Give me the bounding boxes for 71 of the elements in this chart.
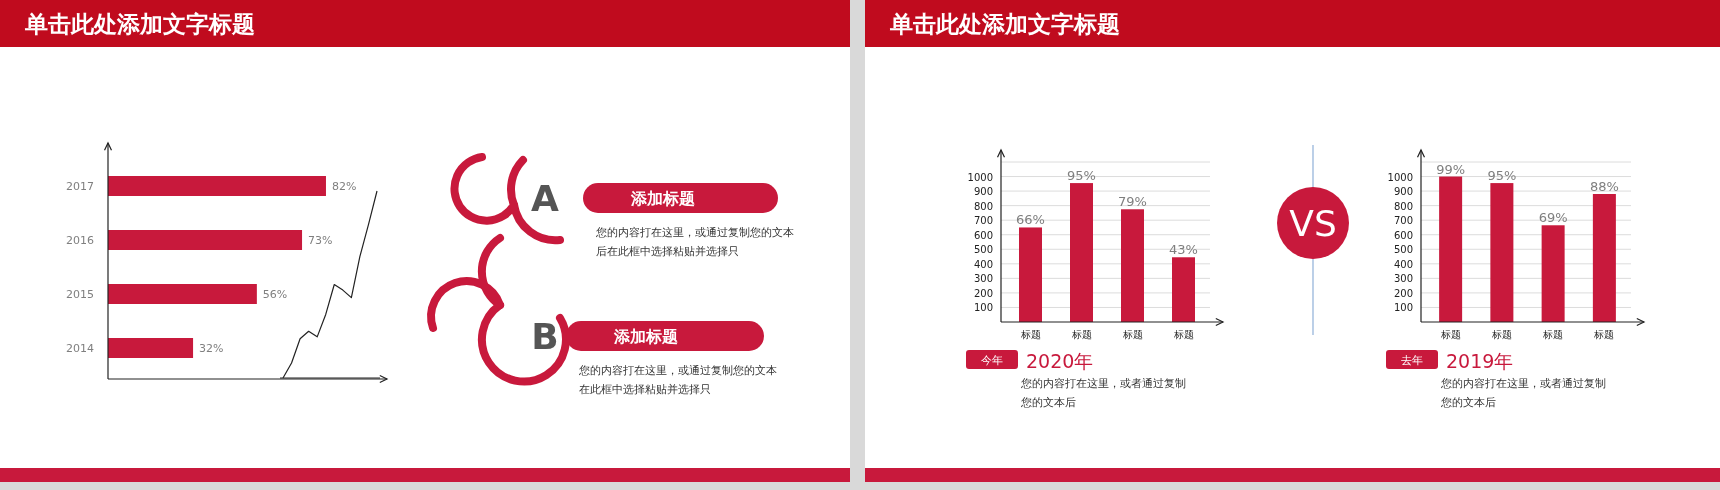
bar: [1121, 209, 1144, 322]
y-tick-label: 2016: [66, 234, 94, 247]
y-tick-label: 400: [973, 258, 993, 270]
bar: [108, 338, 194, 358]
y-tick-label: 800: [1393, 200, 1413, 212]
y-tick-label: 600: [973, 229, 993, 241]
y-tick-label: 800: [973, 200, 993, 212]
data-label: 82%: [331, 180, 357, 193]
annotation: 43%: [1169, 242, 1198, 258]
y-tick-label: 700: [1393, 215, 1413, 227]
y-tick-label: 400: [1393, 258, 1413, 270]
y-tick-label: 100: [973, 302, 993, 314]
bar: [1172, 257, 1195, 322]
y-tick-label: 300: [1393, 273, 1413, 285]
bar: [108, 284, 257, 304]
annotation: 95%: [1067, 168, 1096, 184]
bar: [108, 230, 303, 250]
y-tick-label: 1000: [1387, 171, 1413, 183]
text: 您的内容打在这里，或通过复制您的文本在此框中选择粘贴并选择只: [579, 363, 778, 398]
y-tick-label: 200: [973, 287, 993, 299]
x-tick-label: 标题: [1490, 329, 1512, 340]
bar: [1490, 183, 1514, 322]
data-label: 32%: [199, 342, 224, 355]
y-tick-label: 900: [1393, 186, 1413, 198]
annotation: 88%: [1589, 179, 1619, 194]
y-tick-label: 600: [1393, 229, 1413, 241]
data-label: 56%: [262, 288, 288, 301]
text: B: [531, 316, 559, 357]
text: VS: [1289, 203, 1337, 244]
bar: [1541, 225, 1565, 322]
y-tick-label: 2015: [66, 288, 94, 301]
text: 2019年: [1446, 350, 1514, 372]
bar: [1439, 176, 1463, 322]
text: 您的内容打在这里，或者通过复制您的文本后: [1021, 376, 1186, 411]
bar: [1070, 183, 1093, 322]
text: 单击此处添加文字标题: [889, 11, 1120, 37]
y-tick-label: 200: [1393, 287, 1413, 299]
bar: [1592, 194, 1616, 322]
bar: [108, 176, 326, 196]
annotation: 99%: [1436, 161, 1466, 177]
annotation: 69%: [1538, 210, 1568, 226]
annotation: 79%: [1118, 194, 1147, 210]
y-tick-label: 700: [973, 215, 993, 227]
y-tick-label: 500: [973, 244, 993, 256]
y-tick-label: 2017: [66, 180, 94, 193]
y-tick-label: 100: [1393, 302, 1413, 314]
text: 单击此处添加文字标题: [24, 11, 255, 37]
y-tick-label: 1000: [967, 171, 993, 183]
text: 今年: [981, 354, 1003, 367]
annotation: 95%: [1487, 168, 1517, 184]
text: 您的内容打在这里，或通过复制您的文本后在此框中选择粘贴并选择只: [596, 225, 795, 260]
text: 2020年: [1026, 350, 1094, 372]
data-label: 73%: [308, 234, 333, 247]
x-tick-label: 标题: [1019, 329, 1041, 340]
text: 您的内容打在这里，或者通过复制您的文本后: [1441, 376, 1606, 411]
y-tick-label: 500: [1393, 244, 1413, 256]
text: 添加标题: [613, 327, 678, 346]
x-tick-label: 标题: [1593, 329, 1615, 340]
text: 添加标题: [630, 189, 695, 208]
x-tick-label: 标题: [1070, 329, 1092, 340]
x-tick-label: 标题: [1542, 329, 1564, 340]
x-tick-label: 标题: [1121, 329, 1143, 340]
bar: [1019, 227, 1042, 322]
annotation: 66%: [1016, 212, 1045, 228]
y-tick-label: 2014: [66, 342, 94, 355]
x-tick-label: 标题: [1439, 329, 1461, 340]
text: 去年: [1401, 354, 1423, 367]
text: A: [531, 178, 560, 219]
y-tick-label: 300: [973, 273, 993, 285]
y-tick-label: 900: [973, 186, 993, 198]
x-tick-label: 标题: [1172, 329, 1194, 340]
